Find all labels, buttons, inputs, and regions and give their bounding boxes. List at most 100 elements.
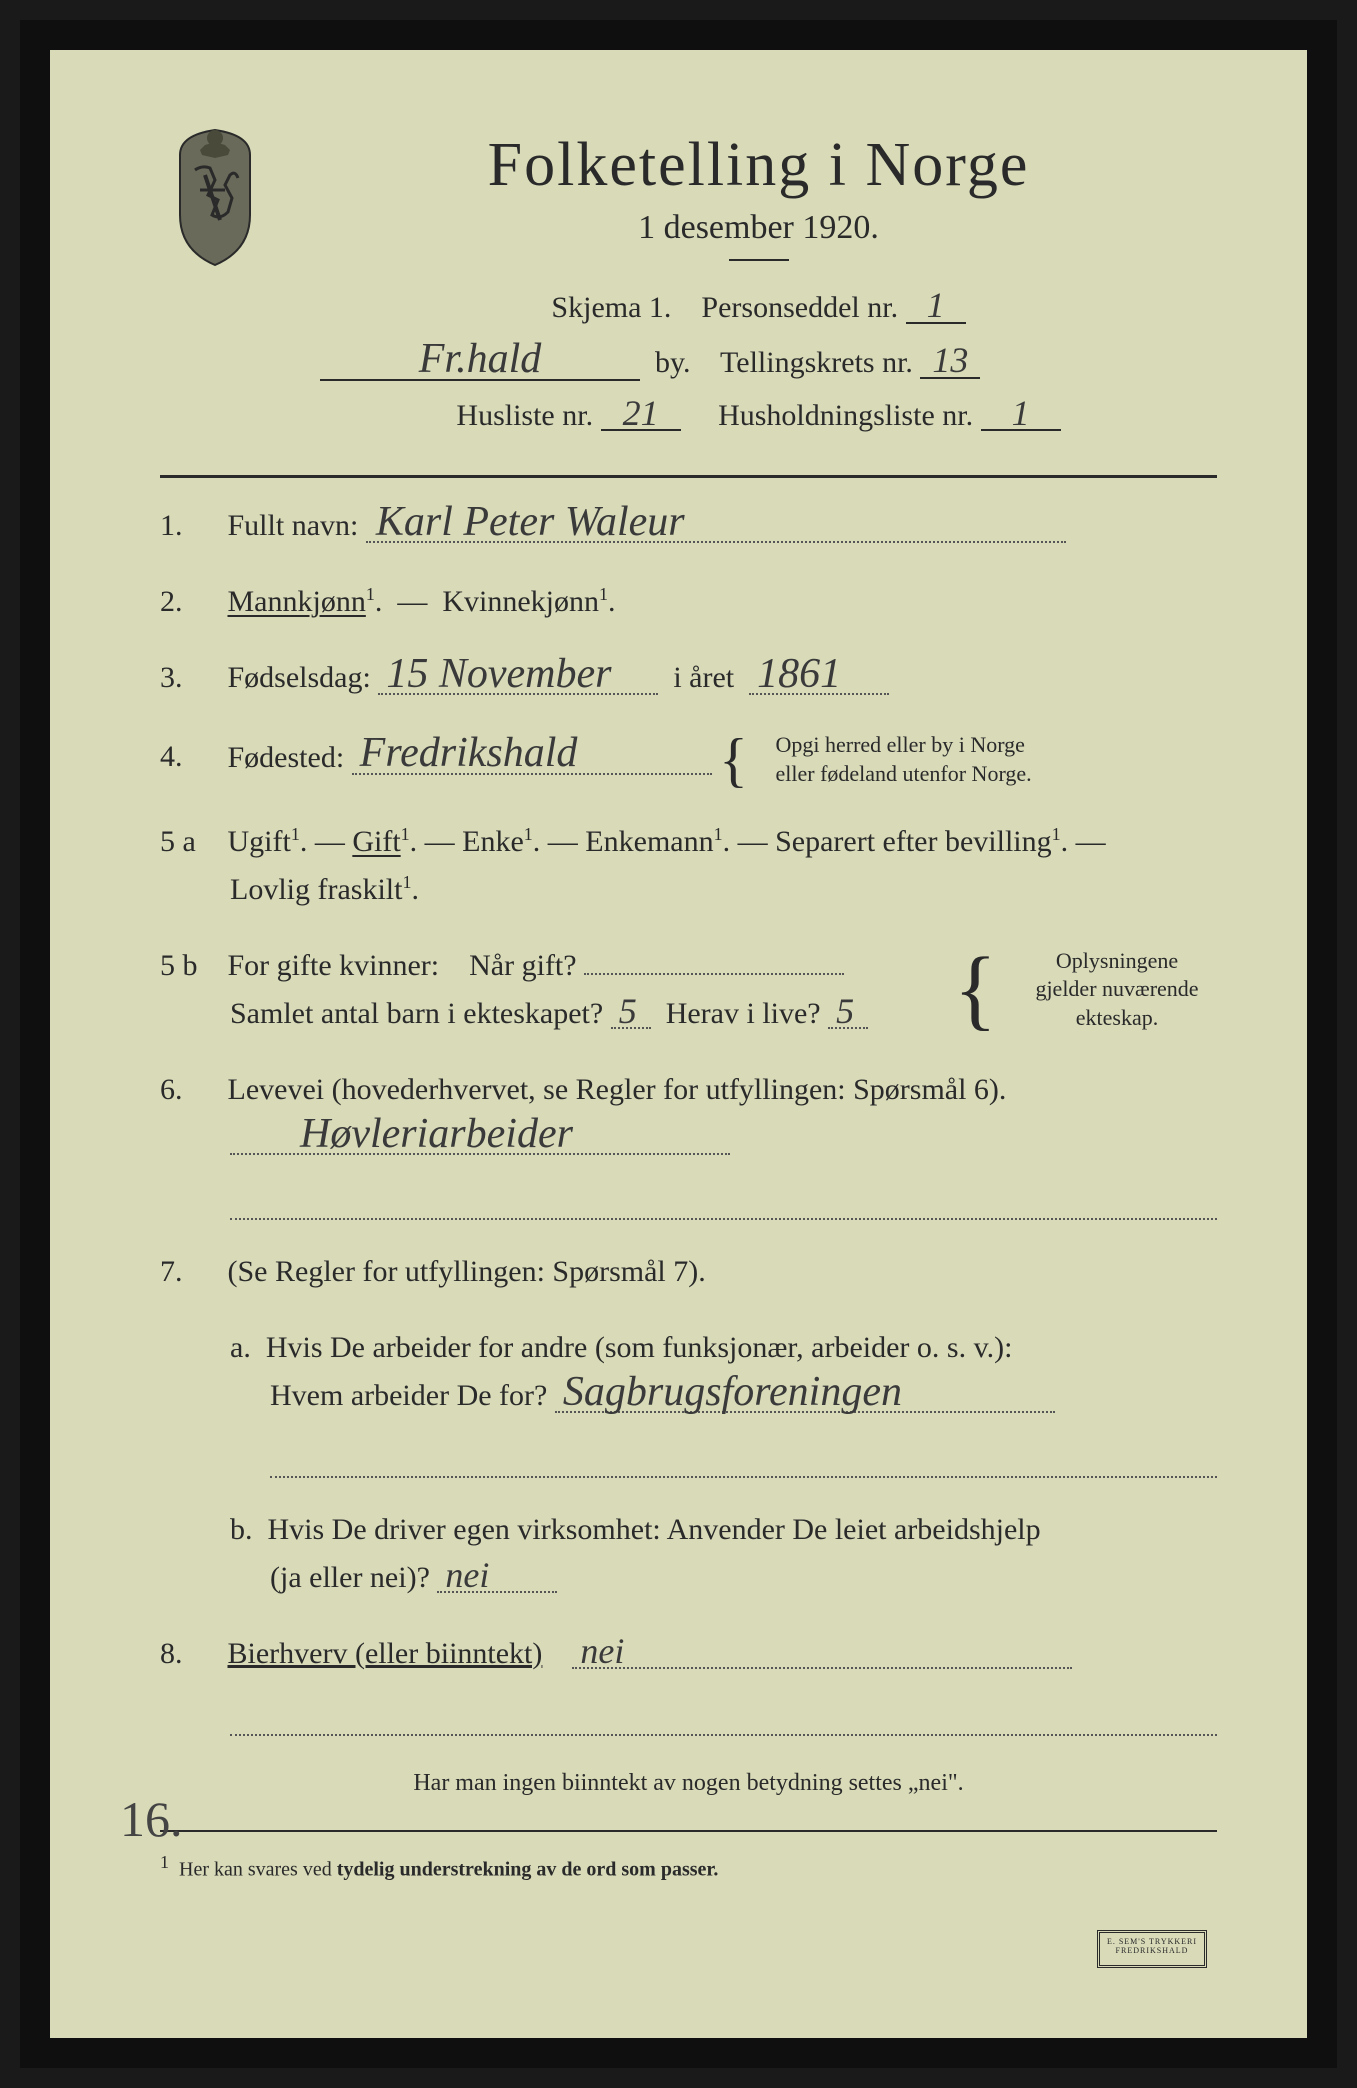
q5a-num: 5 a [160, 818, 220, 866]
q2-line: 2. Mannkjønn1. — Kvinnekjønn1. [160, 578, 1217, 626]
tellingskrets-nr: 13 [920, 346, 980, 379]
footnote-num: 1 [160, 1852, 169, 1872]
q7a-value: Sagbrugsforeningen [555, 1376, 1055, 1414]
q5b-naargift-label: Når gift? [469, 949, 576, 982]
meta-row-2: Fr.hald by. Tellingskrets nr. 13 [300, 343, 1217, 381]
header-row: Folketelling i Norge 1 desember 1920. Sk… [160, 120, 1217, 451]
skjema-label: Skjema 1. [551, 291, 671, 324]
q7b-text: Hvis De driver egen virksomhet: Anvender… [268, 1513, 1041, 1546]
q7-label: (Se Regler for utfyllingen: Spørsmål 7). [228, 1255, 706, 1288]
norway-crest-icon [160, 120, 270, 270]
q5b-ilive-label: Herav i live? [666, 997, 821, 1030]
q1-value: Karl Peter Waleur [366, 506, 1066, 544]
q7a-extra-line [270, 1448, 1217, 1478]
q3-yearlabel: i året [673, 661, 734, 694]
q1-line: 1. Fullt navn: Karl Peter Waleur [160, 502, 1217, 550]
q1-num: 1. [160, 502, 220, 550]
title-rule [729, 259, 789, 261]
q4-num: 4. [160, 733, 220, 781]
q4-bracket: { [719, 730, 748, 790]
q2-mann: Mannkjønn [228, 585, 366, 618]
main-title: Folketelling i Norge [300, 130, 1217, 201]
q4-note-l2: eller fødeland utenfor Norge. [775, 761, 1031, 786]
q6-label: Levevei (hovederhvervet, se Regler for u… [228, 1073, 1007, 1106]
census-form-page: Folketelling i Norge 1 desember 1920. Sk… [20, 20, 1337, 2068]
q7a-q: Hvem arbeider De for? [230, 1379, 547, 1412]
q5b-num: 5 b [160, 942, 220, 990]
q5b-note: Oplysningene gjelder nuværende ekteskap. [1017, 947, 1217, 1033]
q7a-num: a. [230, 1331, 251, 1364]
q7-num: 7. [160, 1248, 220, 1296]
q5a-gift: Gift [352, 825, 400, 858]
q8-line: 8. Bierhverv (eller biinntekt) nei [160, 1630, 1217, 1678]
q3-label: Fødselsdag: [228, 661, 371, 694]
footnote: 1 Her kan svares ved tydelig understrekn… [160, 1852, 1217, 1882]
footnote-pre: Her kan svares ved [179, 1859, 337, 1881]
q7-line: 7. (Se Regler for utfyllingen: Spørsmål … [160, 1248, 1217, 1296]
q6-value: Høvleriarbeider [230, 1118, 730, 1156]
husholdningsliste-label: Husholdningsliste nr. [718, 399, 973, 432]
q7b-value: nei [437, 1561, 557, 1594]
q5a-enke: Enke [462, 825, 524, 858]
personseddel-label: Personseddel nr. [701, 291, 898, 324]
q6-line: 6. Levevei (hovederhvervet, se Regler fo… [160, 1066, 1217, 1162]
meta-row-1: Skjema 1. Personseddel nr. 1 [300, 291, 1217, 325]
q2-num: 2. [160, 578, 220, 626]
q2-kvinne: Kvinnekjønn [442, 585, 599, 618]
q4-line: 4. Fødested: Fredrikshald { Opgi herred … [160, 730, 1217, 790]
meta-row-3: Husliste nr. 21 Husholdningsliste nr. 1 [300, 399, 1217, 433]
q5b-bracket: { [954, 945, 997, 1035]
q8-value: nei [572, 1637, 1072, 1670]
divider-1 [160, 475, 1217, 478]
q3-year: 1861 [749, 658, 889, 696]
husliste-nr: 21 [601, 399, 681, 432]
husholdningsliste-nr: 1 [981, 399, 1061, 432]
by-value: Fr.hald [320, 343, 640, 381]
q5a-enkemann: Enkemann [585, 825, 713, 858]
corner-mark: 16. [120, 1790, 183, 1848]
q2-sup2: 1 [599, 584, 608, 604]
q5b-naargift-value [584, 971, 844, 975]
q5b-note-l3: ekteskap. [1076, 1005, 1158, 1030]
q4-note-l1: Opgi herred eller by i Norge [775, 732, 1024, 757]
q5b-barn-label: Samlet antal barn i ekteskapet? [160, 997, 603, 1030]
by-label: by. [655, 346, 691, 379]
q4-note: Opgi herred eller by i Norge eller fødel… [775, 731, 1031, 788]
printer-stamp: E. SEM'S TRYKKERI FREDRIKSHALD [1097, 1930, 1207, 1968]
q5b-note-l2: gjelder nuværende [1035, 976, 1198, 1001]
q2-sup1: 1 [366, 584, 375, 604]
q5b-line: 5 b For gifte kvinner: Når gift? Samlet … [160, 942, 1217, 1038]
q6-num: 6. [160, 1066, 220, 1114]
q8-label: Bierhverv (eller biinntekt) [228, 1637, 543, 1670]
subtitle: 1 desember 1920. [300, 209, 1217, 247]
q7b-line: b. Hvis De driver egen virksomhet: Anven… [160, 1506, 1217, 1602]
personseddel-nr: 1 [906, 291, 966, 324]
q8-note: Har man ingen biinntekt av nogen betydni… [413, 1770, 963, 1796]
q4-label: Fødested: [228, 740, 345, 773]
q3-num: 3. [160, 654, 220, 702]
q5b-barn-value: 5 [611, 997, 651, 1030]
title-block: Folketelling i Norge 1 desember 1920. Sk… [300, 120, 1217, 451]
q5a-line: 5 a Ugift1. — Gift1. — Enke1. — Enkemann… [160, 818, 1217, 914]
husliste-label: Husliste nr. [456, 399, 593, 432]
q5b-ilive-value: 5 [828, 997, 868, 1030]
q7a-text: Hvis De arbeider for andre (som funksjon… [266, 1331, 1013, 1364]
q5b-note-l1: Oplysningene [1056, 948, 1178, 973]
q3-daymonth: 15 November [378, 658, 658, 696]
q7b-num: b. [230, 1513, 253, 1546]
q8-extra-line [230, 1706, 1217, 1736]
q5a-separert: Separert efter bevilling [775, 825, 1052, 858]
q7b-q: (ja eller nei)? [230, 1561, 430, 1594]
q1-label: Fullt navn: [228, 509, 359, 542]
footnote-rule [160, 1830, 1217, 1832]
q8-note-line: Har man ingen biinntekt av nogen betydni… [160, 1764, 1217, 1802]
q7a-line: a. Hvis De arbeider for andre (som funks… [160, 1324, 1217, 1420]
q5b-label1: For gifte kvinner: [228, 949, 440, 982]
q6-extra-line [230, 1190, 1217, 1220]
tellingskrets-label: Tellingskrets nr. [720, 346, 913, 379]
footnote-bold: tydelig understrekning av de ord som pas… [337, 1859, 719, 1881]
q5a-ugift: Ugift [228, 825, 291, 858]
q3-line: 3. Fødselsdag: 15 November i året 1861 [160, 654, 1217, 702]
q8-num: 8. [160, 1630, 220, 1678]
q4-value: Fredrikshald [352, 737, 712, 775]
